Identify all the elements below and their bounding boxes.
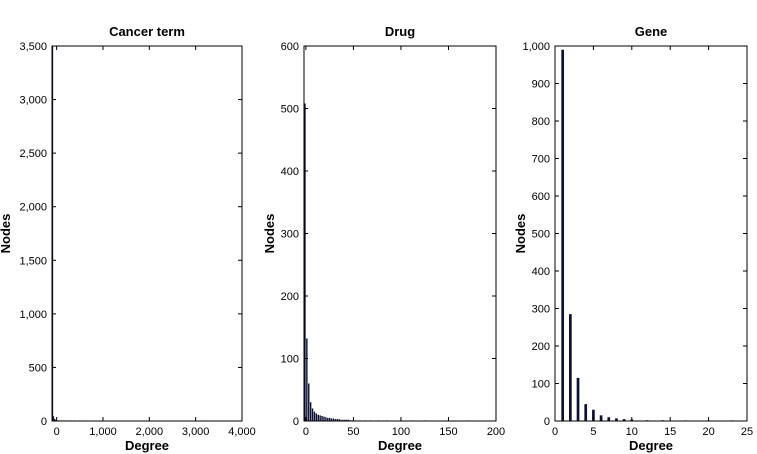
x-tick-label: 20	[702, 426, 714, 438]
x-axis-label: Degree	[378, 438, 422, 453]
bar	[569, 314, 572, 421]
x-tick-label: 0	[54, 426, 60, 438]
bar	[311, 408, 314, 421]
x-tick-label: 0	[552, 426, 558, 438]
chart-title: Drug	[385, 24, 415, 39]
x-tick-label: 5	[590, 426, 596, 438]
plot-frame	[51, 45, 243, 422]
bar	[340, 419, 342, 421]
chart-panel-3: 0 100 200 300 400 500 600 700 800 900 1,000 0 5 10 15 2…	[513, 24, 753, 453]
x-tick-label: 15	[664, 426, 676, 438]
bar	[53, 416, 55, 421]
x-axis-label: Degree	[629, 438, 673, 453]
plot-frame	[303, 45, 497, 422]
bar	[52, 46, 54, 421]
bar	[334, 419, 337, 421]
y-axis-label: Nodes	[262, 214, 277, 254]
x-tick-label: 200	[487, 426, 505, 438]
x-axis-label: Degree	[125, 438, 169, 453]
x-tick-label: 0	[303, 426, 309, 438]
bar	[607, 417, 611, 421]
bars	[304, 103, 469, 421]
bar	[328, 417, 331, 421]
bar	[584, 404, 588, 421]
y-tick-label: 100	[532, 379, 550, 391]
chart-title: Cancer term	[109, 24, 185, 39]
y-tick-label: 300	[281, 229, 299, 241]
y-tick-label: 400	[281, 166, 299, 178]
bar	[306, 338, 308, 421]
y-tick-label: 3,000	[19, 95, 47, 107]
bar	[317, 414, 319, 421]
bar	[323, 416, 325, 421]
y-tick-label: 0	[544, 416, 550, 428]
y-tick-label: 600	[281, 41, 299, 53]
y-tick-label: 500	[532, 229, 550, 241]
x-tick-label: 25	[741, 426, 753, 438]
x-tick-label: 1,000	[89, 426, 117, 438]
bar	[332, 418, 335, 421]
y-tick-label: 600	[532, 191, 550, 203]
chart-panel-1: 0 500 1,000 1,500 2,000 2,500 3,000 3,500 0 1,000…	[0, 24, 256, 453]
x-tick-label: 100	[392, 426, 410, 438]
bar	[330, 418, 333, 421]
y-tick-label: 0	[41, 416, 47, 428]
bar	[561, 49, 565, 421]
y-tick-label: 200	[532, 341, 550, 353]
y-axis-label: Nodes	[0, 214, 13, 254]
y-tick-label: 2,500	[19, 148, 47, 160]
bar	[346, 419, 348, 421]
y-tick-label: 200	[281, 291, 299, 303]
y-tick-label: 100	[281, 354, 299, 366]
y-tick-label: 3,500	[19, 41, 47, 53]
bar	[347, 419, 350, 421]
bar	[327, 417, 329, 421]
bar	[325, 417, 327, 421]
x-tick-label: 10	[626, 426, 638, 438]
y-tick-label: 400	[532, 266, 550, 278]
x-tick-label: 3,000	[182, 426, 210, 438]
y-tick-label: 1,000	[522, 41, 550, 53]
bar	[53, 418, 55, 421]
bar	[342, 419, 344, 421]
y-tick-label: 300	[532, 304, 550, 316]
chart-panel-2: 0 100 200 300 400 500 600 0 50 100 150 200 Drug Degre…	[262, 24, 505, 453]
y-tick-label: 0	[293, 416, 299, 428]
y-tick-label: 700	[532, 154, 550, 166]
y-axis-label: Nodes	[513, 214, 528, 254]
x-tick-label: 150	[439, 426, 457, 438]
y-tick-label: 1,000	[19, 309, 47, 321]
bar	[576, 377, 580, 421]
bar	[319, 415, 321, 421]
chart-title: Gene	[635, 24, 668, 39]
y-tick-label: 500	[29, 362, 47, 374]
bar	[315, 413, 318, 421]
bar	[615, 418, 618, 421]
x-tick-label: 4,000	[228, 426, 256, 438]
bar	[622, 419, 626, 421]
bar	[313, 411, 316, 421]
plot-frame	[554, 45, 748, 422]
bars	[561, 49, 733, 421]
bar	[304, 103, 306, 421]
bar	[54, 419, 56, 421]
bar	[336, 419, 338, 421]
x-tick-label: 50	[347, 426, 359, 438]
bar	[308, 383, 310, 421]
bar	[309, 402, 312, 421]
bar	[592, 409, 595, 421]
bar	[338, 419, 340, 421]
x-tick-label: 2,000	[136, 426, 164, 438]
y-tick-label: 500	[281, 104, 299, 116]
y-tick-label: 2,000	[19, 202, 47, 214]
bar	[344, 419, 346, 421]
bars	[52, 46, 206, 421]
bar	[599, 415, 603, 421]
bar	[321, 416, 323, 421]
y-tick-label: 1,500	[19, 255, 47, 267]
y-tick-label: 800	[532, 116, 550, 128]
y-tick-label: 900	[532, 79, 550, 91]
